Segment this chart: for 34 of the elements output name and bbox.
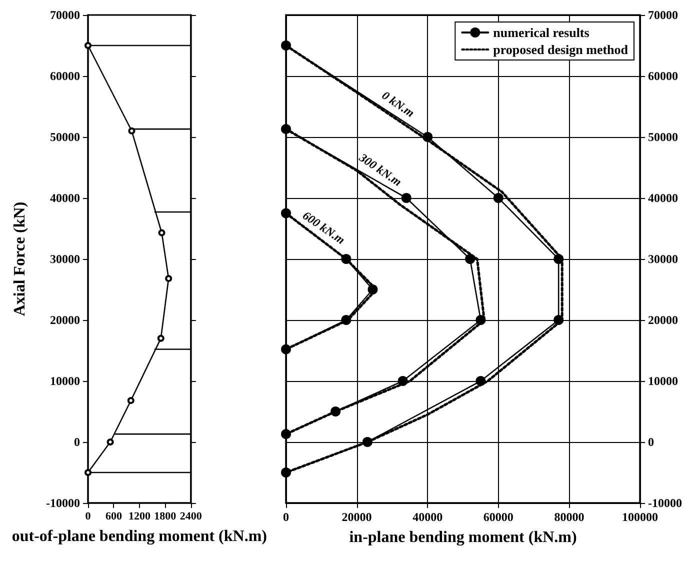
y-tick-label: 60000 <box>50 69 80 83</box>
x-tick-label: 60000 <box>483 510 514 524</box>
y-tick-label: 50000 <box>50 130 80 144</box>
x-axis-title: out-of-plane bending moment (kN.m) <box>12 528 268 545</box>
x-tick-label: 100000 <box>622 510 658 524</box>
x-axis-title: in-plane bending moment (kN.m) <box>349 528 577 546</box>
legend-label: numerical results <box>493 25 590 40</box>
y-tick-label: 30000 <box>50 252 80 266</box>
y-tick-label: 20000 <box>50 313 80 327</box>
y-tick-label: 50000 <box>648 130 678 144</box>
x-tick-label: 40000 <box>412 510 443 524</box>
x-tick-label: 1200 <box>128 510 151 522</box>
y-tick-label: 10000 <box>648 374 678 388</box>
y-tick-label: 40000 <box>50 191 80 205</box>
y-tick-label: -10000 <box>46 496 80 510</box>
y-tick-label: 10000 <box>50 374 80 388</box>
y-axis-title: Axial Force (kN) <box>12 202 28 316</box>
x-tick-label: 1800 <box>154 510 177 522</box>
y-tick-label: 0 <box>74 435 80 449</box>
y-tick-label: 60000 <box>648 69 678 83</box>
x-tick-label: 80000 <box>554 510 584 524</box>
y-tick-label: 30000 <box>648 252 678 266</box>
x-tick-label: 2400 <box>180 510 202 522</box>
y-tick-label: 70000 <box>648 8 678 22</box>
y-tick-label: 20000 <box>648 313 678 327</box>
x-tick-label: 20000 <box>342 510 372 524</box>
x-tick-label: 0 <box>283 510 289 524</box>
y-tick-label: 70000 <box>50 8 80 22</box>
y-tick-label: 0 <box>648 435 654 449</box>
y-tick-label: -10000 <box>648 496 682 510</box>
legend-label: proposed design method <box>493 42 629 57</box>
y-tick-label: 40000 <box>648 191 678 205</box>
x-tick-label: 600 <box>105 510 122 522</box>
x-tick-label: 0 <box>85 510 92 522</box>
